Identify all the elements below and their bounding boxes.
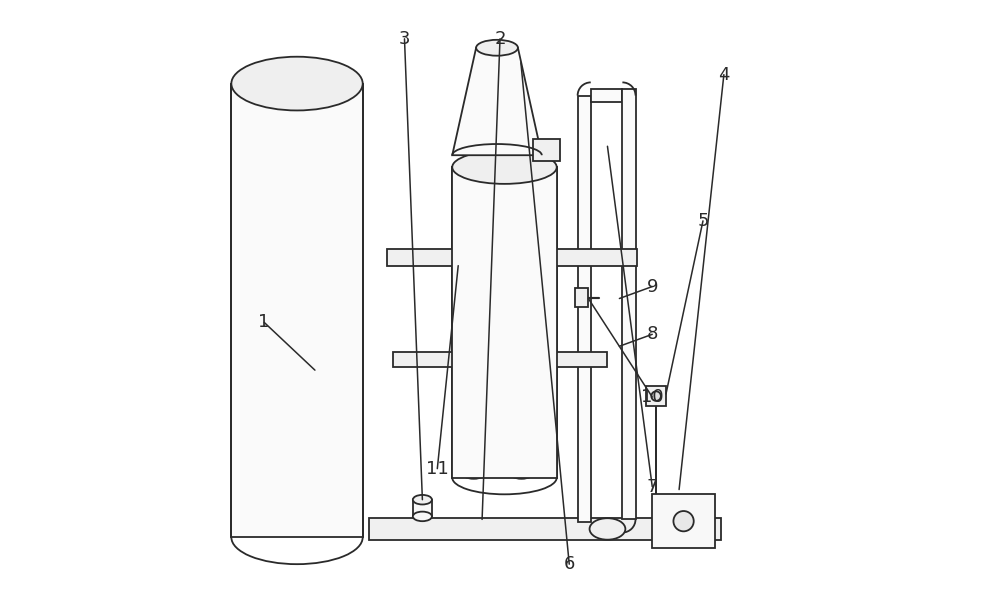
Text: 4: 4 (718, 66, 730, 84)
Bar (413, 500, 432, 516)
Text: 6: 6 (564, 555, 575, 573)
Text: 2: 2 (494, 30, 506, 48)
Bar (652, 494, 715, 548)
Text: 3: 3 (399, 30, 410, 48)
Polygon shape (452, 48, 542, 155)
Bar (578, 96, 591, 522)
Ellipse shape (452, 150, 557, 184)
Bar (452, 167, 557, 478)
Ellipse shape (413, 495, 432, 504)
Bar (393, 352, 607, 367)
Bar (387, 249, 637, 266)
Bar (591, 89, 622, 102)
Ellipse shape (231, 57, 363, 110)
Bar (369, 518, 721, 540)
Text: 1: 1 (258, 313, 270, 331)
Bar (231, 84, 363, 537)
Text: 11: 11 (426, 460, 449, 478)
Ellipse shape (590, 518, 625, 540)
Text: 9: 9 (646, 278, 658, 296)
Bar (533, 139, 560, 161)
Text: 7: 7 (646, 478, 658, 496)
Ellipse shape (673, 511, 694, 531)
Bar (467, 433, 480, 472)
Ellipse shape (413, 512, 432, 521)
Text: 10: 10 (641, 388, 664, 406)
Ellipse shape (651, 392, 661, 401)
Bar (575, 288, 588, 307)
Bar (646, 386, 666, 406)
Ellipse shape (476, 40, 518, 56)
Text: 8: 8 (647, 325, 658, 343)
Bar (515, 433, 528, 472)
Text: 5: 5 (697, 212, 709, 230)
Bar (622, 89, 636, 519)
